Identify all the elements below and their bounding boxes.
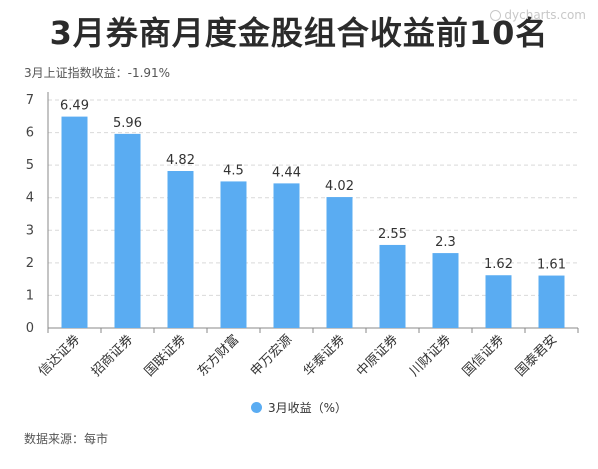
watermark: dycharts.com — [490, 8, 586, 22]
data-label: 4.02 — [325, 179, 354, 194]
y-tick-label: 0 — [26, 321, 34, 336]
data-label: 1.62 — [484, 257, 513, 272]
y-tick-label: 5 — [26, 158, 34, 173]
data-label: 2.55 — [378, 227, 407, 242]
legend-label: 3月收益（%） — [267, 401, 348, 415]
y-tick-label: 7 — [26, 93, 34, 108]
data-label: 1.61 — [537, 258, 566, 273]
data-label: 4.5 — [223, 163, 244, 178]
x-tick-label: 国泰君安 — [513, 332, 560, 379]
x-tick-label: 国联证券 — [141, 332, 189, 380]
data-label: 6.49 — [60, 99, 89, 114]
bar — [326, 197, 353, 328]
x-tick-label: 国信证券 — [459, 332, 507, 380]
bar — [220, 181, 247, 328]
x-tick-label: 中原证券 — [353, 332, 401, 380]
data-label: 4.82 — [166, 153, 195, 168]
y-tick-label: 2 — [26, 256, 34, 271]
x-tick-label: 信达证券 — [35, 332, 83, 380]
x-tick-label: 川财证券 — [406, 332, 454, 380]
data-label: 5.96 — [113, 116, 142, 131]
y-tick-label: 6 — [26, 126, 34, 141]
x-tick-label: 申万宏源 — [248, 332, 295, 379]
bar — [114, 133, 141, 328]
watermark-text: dycharts.com — [504, 8, 586, 22]
bar — [432, 253, 459, 328]
bar — [61, 116, 88, 329]
data-label: 2.3 — [435, 235, 456, 250]
bar — [485, 275, 512, 328]
bar — [167, 171, 194, 328]
y-tick-label: 4 — [26, 191, 34, 206]
chart-title: 3月券商月度金股组合收益前10名 — [49, 14, 549, 52]
x-tick-label: 华泰证券 — [300, 332, 348, 380]
x-tick-label: 招商证券 — [88, 332, 136, 380]
bar — [538, 275, 565, 328]
watermark-logo-icon — [490, 9, 502, 21]
y-tick-label: 3 — [26, 223, 34, 238]
y-tick-label: 1 — [26, 288, 34, 303]
legend[interactable]: 3月收益（%） — [0, 399, 598, 416]
chart-subtitle: 3月上证指数收益：-1.91% — [24, 66, 171, 80]
data-source: 数据来源：每市 — [24, 432, 109, 446]
legend-marker-icon — [250, 402, 262, 413]
bar — [273, 183, 300, 328]
data-label: 4.44 — [272, 165, 301, 180]
x-tick-label: 东方财富 — [194, 332, 242, 380]
bar — [379, 244, 406, 328]
